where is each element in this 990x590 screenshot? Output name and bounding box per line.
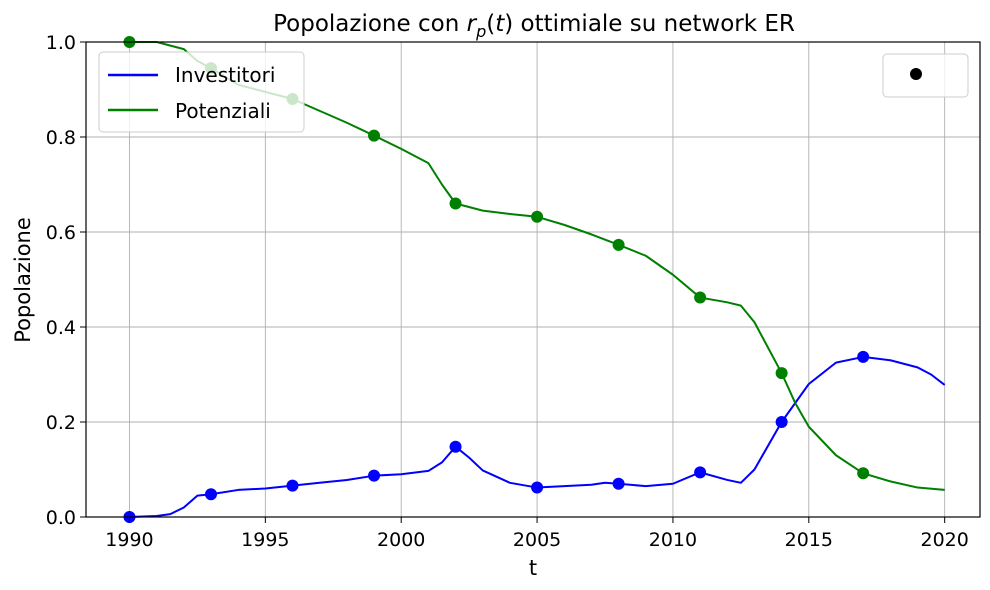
- title-symbol: r: [467, 11, 478, 37]
- y-tick-label-0.8: 0.8: [46, 127, 76, 149]
- series-point-investitori-1993: [204, 488, 217, 501]
- legend-label-potenziali: Potenziali: [175, 99, 271, 123]
- title-paren-close: ): [504, 11, 513, 37]
- title-suffix: ottimiale su network ER: [513, 11, 795, 37]
- y-tick-label-1.0: 1.0: [46, 32, 76, 54]
- series-point-potenziali-2014: [775, 367, 788, 380]
- series-point-investitori-1999: [368, 469, 381, 482]
- series-point-potenziali-2008: [612, 238, 625, 251]
- chart-title: Popolazione con rp(t) ottimiale su netwo…: [273, 11, 795, 41]
- x-tick-label-1990: 1990: [105, 529, 153, 551]
- legend: Investitori Potenziali: [98, 51, 305, 133]
- series-point-investitori-2014: [775, 416, 788, 428]
- legend-label-investitori: Investitori: [175, 63, 275, 87]
- x-axis-label: t: [529, 556, 537, 580]
- plot-frame: [85, 41, 981, 518]
- series-point-investitori-1996: [286, 479, 299, 492]
- y-axis-label: Popolazione: [11, 217, 35, 343]
- series-point-investitori-2002: [449, 440, 462, 453]
- y-ticks: 0.0 0.2 0.4 0.6 0.8 1.0: [46, 32, 86, 529]
- series-point-investitori-2017: [857, 350, 870, 363]
- secondary-legend: [882, 53, 969, 98]
- series-point-potenziali-2011: [694, 291, 707, 304]
- title-argument: (t): [486, 11, 513, 37]
- y-tick-label-0.6: 0.6: [46, 222, 76, 244]
- x-tick-label-2000: 2000: [377, 529, 425, 551]
- x-tick-label-1995: 1995: [241, 529, 289, 551]
- series-point-potenziali-2002: [449, 197, 462, 210]
- series-point-investitori-2005: [531, 481, 544, 494]
- series-point-potenziali-2005: [531, 210, 544, 223]
- series-point-potenziali-1999: [368, 129, 381, 142]
- title-prefix: Popolazione con: [273, 11, 466, 37]
- x-tick-label-2005: 2005: [513, 529, 561, 551]
- secondary-legend-frame: [882, 53, 969, 98]
- x-tick-label-2015: 2015: [785, 529, 833, 551]
- title-subscript: p: [475, 22, 486, 41]
- secondary-legend-marker: [910, 68, 922, 80]
- legend-frame: [98, 51, 305, 133]
- series-point-investitori-2008: [612, 477, 625, 490]
- x-tick-label-2010: 2010: [649, 529, 697, 551]
- series-point-potenziali-2017: [857, 467, 870, 480]
- y-tick-label-0.4: 0.4: [46, 317, 76, 339]
- title-paren-open: (: [486, 11, 495, 37]
- series-point-investitori-2011: [694, 466, 707, 479]
- y-tick-label-0.0: 0.0: [46, 507, 76, 529]
- x-ticks: 1990 1995 2000 2005 2010 2015 2020: [105, 517, 969, 551]
- y-tick-label-0.2: 0.2: [46, 412, 76, 434]
- title-argument-t: t: [495, 11, 505, 37]
- x-tick-label-2020: 2020: [920, 529, 968, 551]
